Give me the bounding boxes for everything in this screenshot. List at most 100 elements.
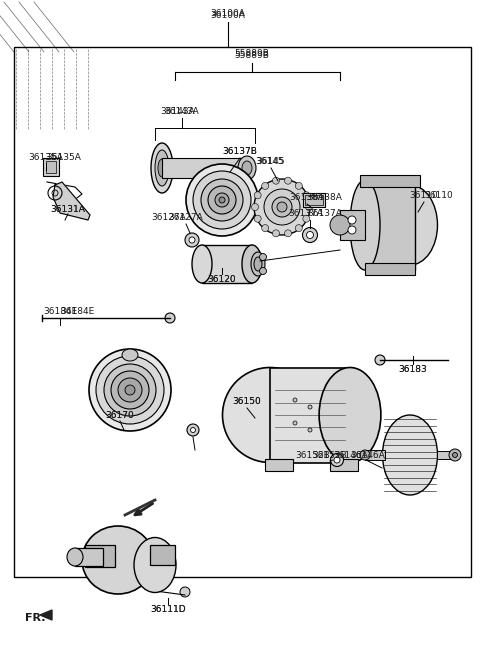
Ellipse shape: [192, 245, 212, 283]
Bar: [75, 548, 103, 566]
Text: 36146A: 36146A: [333, 451, 368, 459]
Bar: [265, 459, 293, 471]
Ellipse shape: [254, 179, 310, 235]
Text: 36135A: 36135A: [29, 152, 63, 162]
Text: 36184E: 36184E: [60, 307, 94, 317]
Text: 36127A: 36127A: [151, 214, 186, 223]
Text: 36143A: 36143A: [161, 106, 195, 116]
Ellipse shape: [215, 193, 229, 207]
Ellipse shape: [118, 378, 142, 402]
Text: 36138A: 36138A: [307, 194, 342, 202]
Ellipse shape: [293, 421, 297, 425]
Ellipse shape: [383, 415, 437, 495]
Ellipse shape: [262, 225, 269, 232]
Ellipse shape: [67, 548, 83, 566]
Ellipse shape: [252, 204, 259, 210]
Ellipse shape: [189, 237, 195, 243]
Ellipse shape: [158, 159, 166, 177]
Text: 36137B: 36137B: [223, 148, 257, 156]
Text: 36152B: 36152B: [295, 451, 330, 459]
Text: 36137B: 36137B: [223, 148, 257, 156]
Ellipse shape: [383, 185, 437, 265]
Ellipse shape: [273, 230, 279, 237]
Ellipse shape: [104, 364, 156, 416]
Ellipse shape: [295, 183, 302, 189]
Text: 36100A: 36100A: [211, 9, 245, 18]
Ellipse shape: [449, 449, 461, 461]
Bar: [85, 545, 115, 567]
Text: 36145: 36145: [256, 158, 284, 166]
Text: 36146A: 36146A: [350, 451, 385, 459]
Ellipse shape: [350, 180, 380, 270]
Ellipse shape: [185, 233, 199, 247]
Ellipse shape: [331, 453, 344, 466]
Ellipse shape: [334, 457, 340, 463]
Text: 36183: 36183: [398, 365, 427, 374]
Ellipse shape: [254, 215, 261, 222]
Ellipse shape: [122, 349, 138, 361]
Ellipse shape: [293, 398, 297, 402]
Ellipse shape: [89, 349, 171, 431]
Ellipse shape: [82, 526, 154, 594]
Text: 36127A: 36127A: [168, 214, 204, 223]
Ellipse shape: [285, 177, 291, 184]
Ellipse shape: [155, 150, 169, 186]
Bar: [43, 158, 59, 176]
Text: 55889B: 55889B: [235, 51, 269, 60]
Ellipse shape: [260, 254, 266, 260]
Ellipse shape: [307, 231, 313, 238]
Text: 36184E: 36184E: [43, 307, 77, 317]
Ellipse shape: [375, 355, 385, 365]
Ellipse shape: [305, 204, 312, 210]
Ellipse shape: [238, 156, 256, 180]
Ellipse shape: [191, 428, 195, 432]
Polygon shape: [53, 182, 90, 220]
Bar: [150, 545, 175, 565]
Bar: [330, 459, 358, 471]
Ellipse shape: [151, 143, 173, 193]
Text: 36120: 36120: [208, 275, 236, 284]
Ellipse shape: [302, 227, 317, 242]
Ellipse shape: [264, 189, 300, 225]
Text: 55889B: 55889B: [235, 49, 269, 58]
Ellipse shape: [308, 405, 312, 409]
Text: 36138A: 36138A: [289, 194, 324, 202]
Ellipse shape: [303, 215, 310, 222]
Text: 36170: 36170: [106, 411, 134, 420]
Text: 36152B: 36152B: [312, 451, 348, 459]
Ellipse shape: [242, 245, 262, 283]
Text: 36120: 36120: [208, 275, 236, 284]
Bar: [46, 161, 56, 173]
Ellipse shape: [242, 161, 252, 175]
Ellipse shape: [134, 537, 176, 593]
Ellipse shape: [453, 453, 457, 457]
Bar: [365, 450, 385, 460]
Bar: [340, 210, 365, 240]
Bar: [270, 368, 350, 463]
Text: 36150: 36150: [233, 397, 262, 407]
Text: 36145: 36145: [257, 158, 285, 166]
Text: 36111D: 36111D: [150, 606, 186, 614]
Ellipse shape: [272, 197, 292, 217]
Ellipse shape: [277, 202, 287, 212]
Ellipse shape: [201, 179, 243, 221]
Ellipse shape: [348, 226, 356, 234]
Ellipse shape: [186, 164, 258, 236]
Ellipse shape: [180, 587, 190, 597]
Text: 36131A: 36131A: [50, 204, 85, 214]
Text: 36111D: 36111D: [150, 606, 186, 614]
Bar: [360, 175, 420, 187]
Ellipse shape: [303, 192, 310, 199]
Bar: [162, 158, 247, 178]
Text: 36131A: 36131A: [50, 204, 85, 214]
Ellipse shape: [254, 257, 262, 271]
Ellipse shape: [308, 428, 312, 432]
Ellipse shape: [360, 450, 370, 460]
Ellipse shape: [219, 197, 225, 203]
Ellipse shape: [330, 215, 350, 235]
Ellipse shape: [125, 385, 135, 395]
Ellipse shape: [273, 177, 279, 184]
Ellipse shape: [96, 356, 164, 424]
Bar: [303, 193, 325, 207]
Ellipse shape: [319, 367, 381, 463]
